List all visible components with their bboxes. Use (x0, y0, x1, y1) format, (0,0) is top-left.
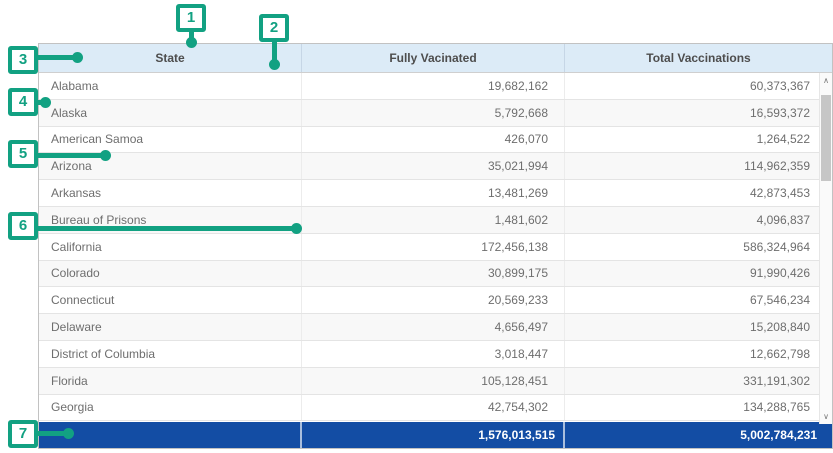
fully-vaccinated-cell: 426,070 (302, 126, 565, 153)
table-row[interactable]: Arkansas 13,481,269 42,873,453 (39, 180, 832, 207)
callout-7-badge: 7 (8, 420, 38, 448)
total-vaccinations-cell: 134,288,765 (743, 400, 810, 415)
fully-vaccinated-cell: 5,792,668 (302, 99, 565, 126)
fully-vaccinated-cell: 30,899,175 (302, 260, 565, 287)
column-header-total-vaccinations[interactable]: Total Vaccinations (646, 51, 751, 65)
callout-3-line (37, 55, 74, 60)
callout-2-dot (269, 59, 280, 70)
state-cell: Delaware (39, 314, 302, 340)
total-vaccinations-cell: 42,873,453 (749, 186, 810, 201)
state-cell: California (39, 233, 302, 260)
summary-statistics-row: 1,576,013,515 5,002,784,231 (39, 422, 832, 448)
scrollbar-thumb[interactable] (821, 95, 831, 181)
total-vaccinations-cell: 331,191,302 (743, 373, 810, 388)
table-row[interactable]: Bureau of Prisons 1,481,602 4,096,837 (39, 206, 832, 234)
table-row[interactable]: Delaware 4,656,497 15,208,840 (39, 314, 832, 341)
total-vaccinations-cell: 60,373,367 (749, 78, 810, 93)
table-row[interactable]: Florida 105,128,451 331,191,302 (39, 367, 832, 395)
callout-5-dot (100, 150, 111, 161)
callout-4-dot (40, 97, 51, 108)
total-vaccinations-cell: 4,096,837 (756, 212, 810, 227)
table-row[interactable]: District of Columbia 3,018,447 12,662,79… (39, 340, 832, 368)
callout-2-line (272, 41, 277, 60)
fully-vaccinated-cell: 35,021,994 (302, 153, 565, 180)
fully-vaccinated-cell: 1,481,602 (302, 206, 565, 233)
total-vaccinations-cell: 114,962,359 (744, 159, 810, 174)
scroll-up-arrow-icon[interactable]: ∧ (823, 76, 829, 85)
summary-state-cell (39, 422, 302, 448)
fully-vaccinated-cell: 4,656,497 (302, 314, 565, 340)
total-vaccinations-cell: 586,324,964 (743, 239, 810, 254)
fully-vaccinated-cell: 13,481,269 (302, 180, 565, 206)
callout-5-line (37, 153, 103, 158)
table-row[interactable]: Connecticut 20,569,233 67,546,234 (39, 287, 832, 315)
total-vaccinations-cell: 16,593,372 (749, 105, 810, 120)
state-cell: Arkansas (39, 180, 302, 206)
callout-6-line (37, 226, 295, 231)
table-row[interactable]: American Samoa 426,070 1,264,522 (39, 126, 832, 154)
callout-6-dot (291, 223, 302, 234)
summary-fully-vaccinated-total: 1,576,013,515 (302, 422, 565, 448)
state-cell: Georgia (39, 394, 302, 421)
table-row[interactable]: Alabama 19,682,162 60,373,367 (39, 73, 832, 100)
state-cell: Connecticut (39, 287, 302, 314)
state-cell: Alabama (39, 73, 302, 99)
callout-1-dot (186, 37, 197, 48)
callout-1-badge: 1 (176, 4, 206, 32)
fully-vaccinated-cell: 20,569,233 (302, 287, 565, 314)
callout-7-dot (63, 428, 74, 439)
callout-2-badge: 2 (259, 14, 289, 42)
table-row[interactable]: Colorado 30,899,175 91,990,426 (39, 260, 832, 288)
fully-vaccinated-cell: 172,456,138 (302, 233, 565, 260)
fully-vaccinated-cell: 105,128,451 (302, 367, 565, 394)
table-body: Alabama 19,682,162 60,373,367 Alaska 5,7… (39, 73, 832, 424)
attribute-table: State Fully Vacinated Total Vaccinations… (38, 43, 833, 449)
state-cell: American Samoa (39, 126, 302, 153)
state-cell: Alaska (39, 99, 302, 126)
callout-3-badge: 3 (8, 46, 38, 74)
callout-7-line (37, 431, 66, 436)
summary-total-vaccinations-total: 5,002,784,231 (740, 428, 817, 442)
total-vaccinations-cell: 15,208,840 (749, 320, 810, 335)
state-cell: Arizona (39, 153, 302, 180)
fully-vaccinated-cell: 19,682,162 (302, 73, 565, 99)
fully-vaccinated-cell: 3,018,447 (302, 340, 565, 367)
total-vaccinations-cell: 12,662,798 (749, 346, 810, 361)
state-cell: Florida (39, 367, 302, 394)
column-header-fully-vaccinated[interactable]: Fully Vacinated (302, 44, 565, 72)
table-row[interactable]: Arizona 35,021,994 114,962,359 (39, 153, 832, 181)
vertical-scrollbar[interactable]: ∧ ∨ (819, 73, 832, 424)
callout-4-badge: 4 (8, 88, 38, 116)
total-vaccinations-cell: 1,264,522 (756, 132, 810, 147)
state-cell: Bureau of Prisons (39, 206, 302, 233)
callout-3-dot (72, 52, 83, 63)
total-vaccinations-cell: 67,546,234 (749, 293, 810, 308)
table-header-row: State Fully Vacinated Total Vaccinations (39, 44, 832, 73)
table-row[interactable]: California 172,456,138 586,324,964 (39, 233, 832, 261)
state-cell: Colorado (39, 260, 302, 287)
table-row[interactable]: Alaska 5,792,668 16,593,372 (39, 99, 832, 127)
column-header-state[interactable]: State (39, 44, 302, 72)
callout-6-badge: 6 (8, 212, 38, 240)
callout-5-badge: 5 (8, 140, 38, 168)
scroll-down-arrow-icon[interactable]: ∨ (823, 412, 829, 421)
state-cell: District of Columbia (39, 340, 302, 367)
fully-vaccinated-cell: 42,754,302 (302, 394, 565, 421)
table-row[interactable]: Georgia 42,754,302 134,288,765 (39, 394, 832, 422)
callout-1-line (189, 31, 194, 40)
total-vaccinations-cell: 91,990,426 (749, 266, 810, 281)
